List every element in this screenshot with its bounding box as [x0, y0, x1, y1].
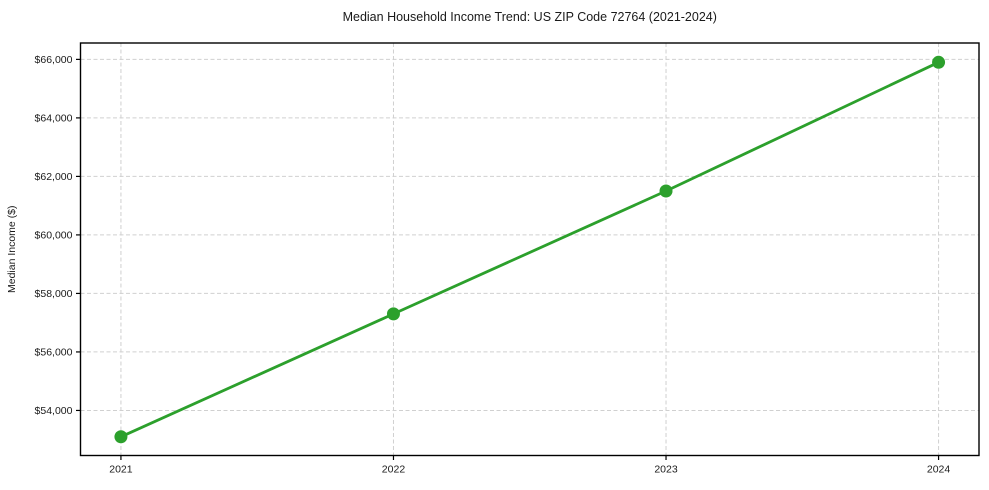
y-tick-label: $62,000	[35, 171, 73, 183]
data-point-2023	[659, 184, 673, 198]
trend-line	[119, 60, 940, 439]
y-tick-label: $64,000	[35, 113, 73, 125]
y-tick-label: $66,000	[35, 54, 73, 66]
x-tick-label: 2021	[109, 464, 133, 476]
data-point-2021	[114, 430, 128, 444]
data-point-2022	[386, 307, 400, 321]
grid-lines	[80, 43, 979, 456]
y-tick-label: $60,000	[35, 230, 73, 242]
x-tick-label: 2022	[382, 464, 406, 476]
axis-ticks: $54,000 $56,000 $58,000 $60,000 $62,000 $64,0…	[35, 54, 951, 475]
y-tick-label: $56,000	[35, 347, 73, 359]
x-tick-label: 2023	[654, 464, 678, 476]
chart-title: Median Household Income Trend: US ZIP Co…	[343, 10, 717, 24]
y-tick-label: $54,000	[35, 405, 73, 417]
plot-border	[79, 42, 980, 457]
data-point-2024	[932, 55, 946, 69]
trend-series	[114, 55, 946, 444]
x-tick-label: 2024	[927, 464, 951, 476]
y-axis-label: Median Income ($)	[6, 205, 18, 293]
y-tick-label: $58,000	[35, 288, 73, 300]
